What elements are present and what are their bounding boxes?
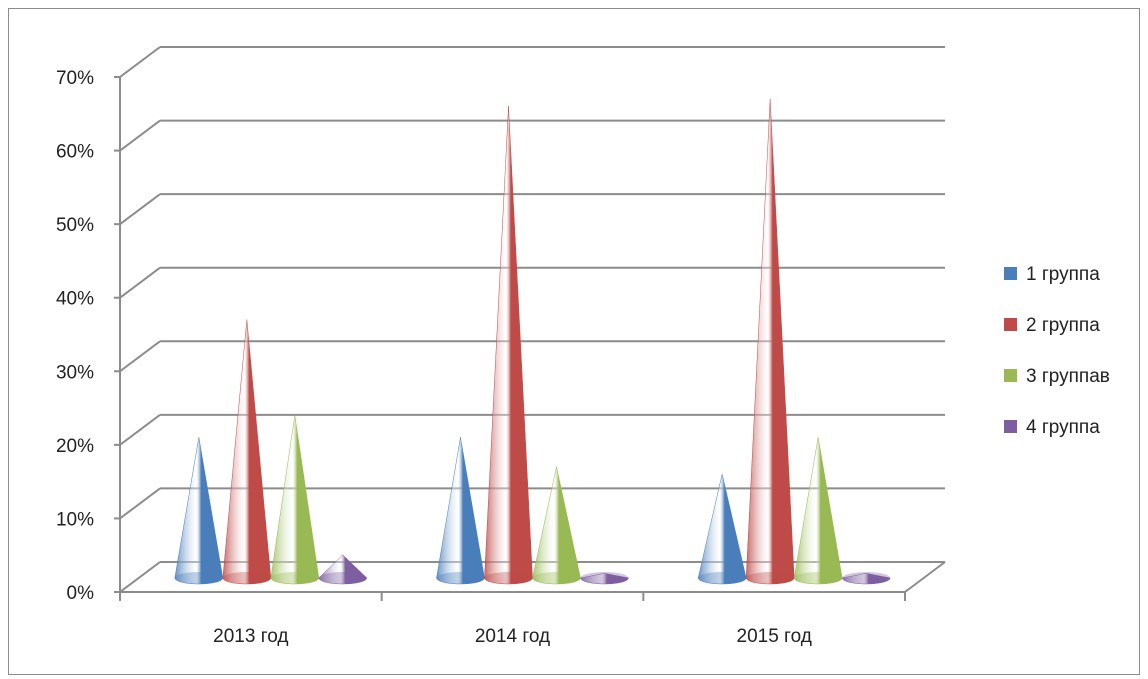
side-gridline [119,487,161,520]
cone-body [793,437,843,585]
cone-mark [745,98,795,585]
side-gridline [119,414,161,446]
y-tick-label: 70% [56,68,94,89]
cone-body [745,98,795,585]
cone-base [842,572,891,584]
cone-body [318,554,368,585]
cone-base [532,572,581,584]
x-category-label: 2014 год [475,626,550,647]
side-gridline [119,46,161,78]
cone-mark [841,572,891,585]
cone-body [270,415,320,585]
legend-label: 3 группав [1026,366,1110,387]
cone-base [270,572,319,584]
cone-base [580,572,629,584]
cone-mark [532,466,581,585]
cone-base [222,572,271,584]
side-gridline [119,340,161,373]
x-category-label: 2013 год [213,626,288,647]
y-tick-label: 0% [67,583,95,604]
axes [114,76,946,601]
y-tick-label: 40% [56,289,94,310]
legend-label: 2 группа [1026,315,1100,336]
cone-body [436,437,485,585]
cone-base [484,572,533,584]
side-gridline [119,119,161,152]
cone-body [174,437,224,585]
legend-swatch [1004,369,1017,382]
cone-mark [270,415,320,585]
cone-mark [318,554,368,585]
cone-base [174,572,223,584]
side-gridline [119,561,161,593]
y-tick-label: 20% [56,436,94,457]
y-tick-label: 60% [56,142,94,163]
legend-label: 1 группа [1026,264,1100,285]
side-gridline [119,193,161,225]
y-tick-label: 30% [56,362,94,383]
legend-swatch [1004,420,1017,433]
y-axis-ticks: 0% 10% 20% 30% 40% 50% 60% 70% [56,68,94,604]
cone-body [841,573,891,585]
cone-mark [580,572,629,585]
cone-mark [174,437,224,585]
y-tick-label: 10% [56,509,94,530]
cone-body [697,473,747,585]
cone-body [532,466,581,585]
cone-base [436,572,485,584]
floor-edge [904,561,946,593]
cone-mark [436,437,485,585]
cone-body [484,106,533,585]
y-tick-label: 50% [56,215,94,236]
legend: 1 группа 2 группа 3 группав 4 группа [1004,264,1110,438]
cone-mark [793,437,843,585]
cone-base [746,572,795,584]
x-axis-categories: 2013 год 2014 год 2015 год [213,626,812,647]
cone-base [794,572,843,584]
cone-base [318,572,367,584]
legend-swatch [1004,267,1017,280]
side-gridline [119,266,161,299]
cone-body [580,573,629,585]
cone-mark [484,106,533,585]
cones [174,98,891,585]
legend-label: 4 группа [1026,417,1100,438]
cone-mark [222,319,272,585]
cone-base [698,572,747,584]
cone-mark [697,473,747,585]
x-category-label: 2015 год [737,626,812,647]
cone-body [222,319,272,585]
legend-swatch [1004,318,1017,331]
